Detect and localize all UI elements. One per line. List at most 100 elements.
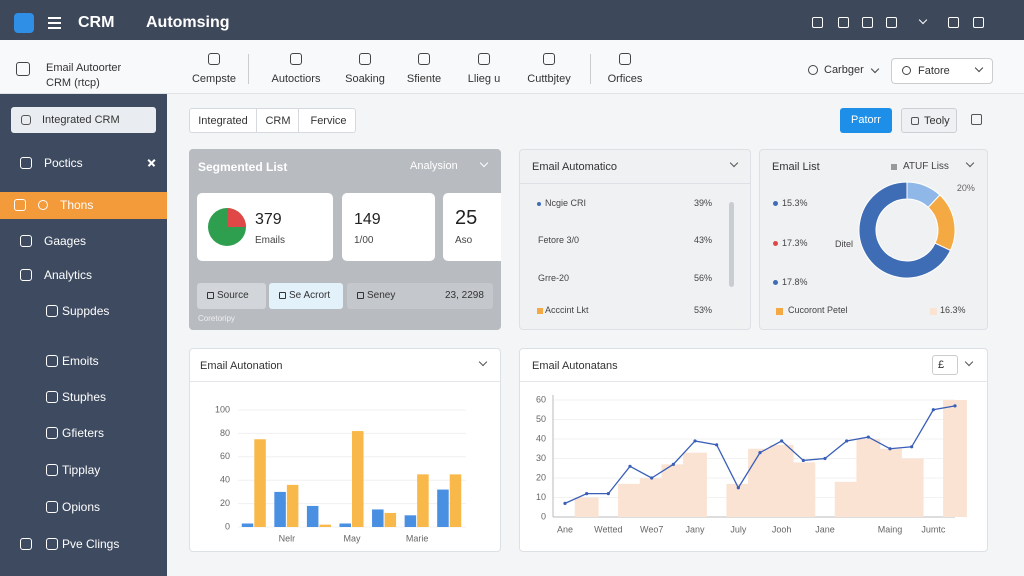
selector[interactable]: Carbger (824, 64, 864, 76)
sidebar-item[interactable]: Emoits (62, 354, 99, 368)
tab-label: Fervice (310, 115, 347, 127)
icon (20, 269, 32, 281)
sidebar-item[interactable]: Gfieters (62, 426, 105, 440)
nav-item[interactable]: Sfiente (406, 73, 442, 85)
active-bar (0, 192, 167, 219)
legend-label: 17.3% (782, 238, 808, 248)
icon (808, 65, 818, 75)
icon (20, 235, 32, 247)
sidebar-item[interactable]: Integrated CRM (11, 107, 156, 133)
row-label: Ncgie CRI (545, 198, 587, 208)
point (650, 476, 654, 480)
sidebar-item[interactable]: Opions (62, 500, 101, 514)
bar (639, 478, 664, 517)
bar (417, 474, 429, 527)
nav-item[interactable]: Cempste (191, 73, 237, 85)
divider (520, 381, 987, 382)
action-button[interactable]: Se Acrort (269, 283, 343, 309)
bar (404, 515, 417, 527)
card-title: Email List (772, 161, 820, 173)
point (715, 443, 719, 447)
bar (339, 523, 351, 527)
sidebar-item[interactable]: Analytics (44, 268, 93, 282)
bar (306, 505, 319, 527)
icon (21, 115, 31, 125)
menu-box[interactable]: £ (932, 355, 958, 375)
sidebar-item[interactable]: Tipplay (62, 463, 101, 477)
card-note: Coretoripy (198, 314, 235, 323)
sidebar-item[interactable]: Suppdes (62, 304, 110, 318)
icon (14, 199, 26, 211)
point (780, 439, 784, 443)
icon (207, 292, 214, 299)
legend-swatch (930, 308, 937, 315)
icon (418, 53, 430, 65)
y-tick-label: 0 (541, 511, 546, 521)
stat-card: 379 Emails (197, 193, 333, 261)
card-menu[interactable]: Analysion (410, 160, 458, 172)
x-tick-label: Weo7 (640, 524, 663, 534)
primary-button[interactable]: Patorr (840, 108, 892, 133)
icon (886, 17, 897, 28)
y-tick-label: 60 (536, 394, 546, 404)
nav-item[interactable]: Cuttbjtey (527, 73, 571, 85)
tab[interactable]: Integrated (190, 109, 256, 132)
legend-label: 15.3% (782, 198, 808, 208)
chevron (478, 357, 488, 367)
donut-slice (858, 181, 952, 279)
x-tick-label: Ane (557, 524, 573, 534)
tab[interactable]: Fervice (298, 109, 357, 132)
action-button[interactable]: Seney (347, 283, 493, 309)
button-label: Patorr (851, 114, 881, 126)
card-menu[interactable]: ATUF Liss (903, 161, 949, 172)
sidebar-item[interactable]: Stuphes (62, 390, 107, 404)
stat-value: 149 (354, 211, 381, 228)
chevron (974, 63, 984, 73)
row-value: 39% (693, 198, 712, 208)
icon (46, 538, 58, 550)
row-label: Acccint Lkt (545, 305, 589, 315)
logo (14, 13, 34, 33)
legend-value: 16.3% (940, 305, 966, 315)
bar (878, 448, 902, 517)
bar-chart: 0 20 40 60 80 100 Nelr May Marie (215, 404, 466, 543)
scrollbar (729, 202, 734, 287)
nav-item[interactable]: Llieg u (467, 73, 501, 85)
sidebar-item[interactable]: Pve Clings (62, 537, 120, 551)
point (671, 462, 675, 466)
bar (834, 481, 859, 517)
icon (838, 17, 849, 28)
chevron (870, 64, 880, 74)
separator (248, 54, 249, 84)
row-value: 56% (693, 273, 712, 283)
menu-icon (48, 27, 61, 29)
nav-item[interactable]: Orfices (607, 73, 643, 85)
selector-box[interactable]: Fatore (891, 58, 993, 84)
icon (46, 427, 58, 439)
point (866, 435, 870, 439)
action-total: 23, 2298 (445, 290, 484, 301)
segmented-card: Segmented List Analysion 379 Emails 149 1/00 2… (189, 149, 501, 330)
x-tick-label: Maing (878, 524, 903, 534)
chevron (964, 357, 974, 367)
tab[interactable]: CRM (256, 109, 298, 132)
action-button[interactable]: Source (197, 283, 266, 309)
icon (46, 464, 58, 476)
sidebar-item[interactable]: Gaages (44, 234, 87, 248)
nav-item[interactable]: Soaking (345, 73, 385, 85)
bar (449, 474, 462, 527)
nav-item[interactable]: Autoctiors (271, 73, 321, 85)
sidebar-item[interactable]: Thons (60, 198, 94, 212)
chevron (918, 15, 928, 25)
point (801, 458, 805, 463)
app-name: Email Autoorter (46, 62, 122, 74)
sidebar-item[interactable]: Poctics (44, 156, 83, 170)
y-tick-label: 30 (536, 453, 546, 463)
legend-label: 17.8% (782, 277, 808, 287)
secondary-button[interactable]: Teoly (901, 108, 957, 133)
bar (286, 484, 299, 527)
icon (357, 292, 364, 299)
stat-value: 379 (255, 211, 282, 228)
icon (619, 53, 631, 65)
point (888, 447, 892, 451)
